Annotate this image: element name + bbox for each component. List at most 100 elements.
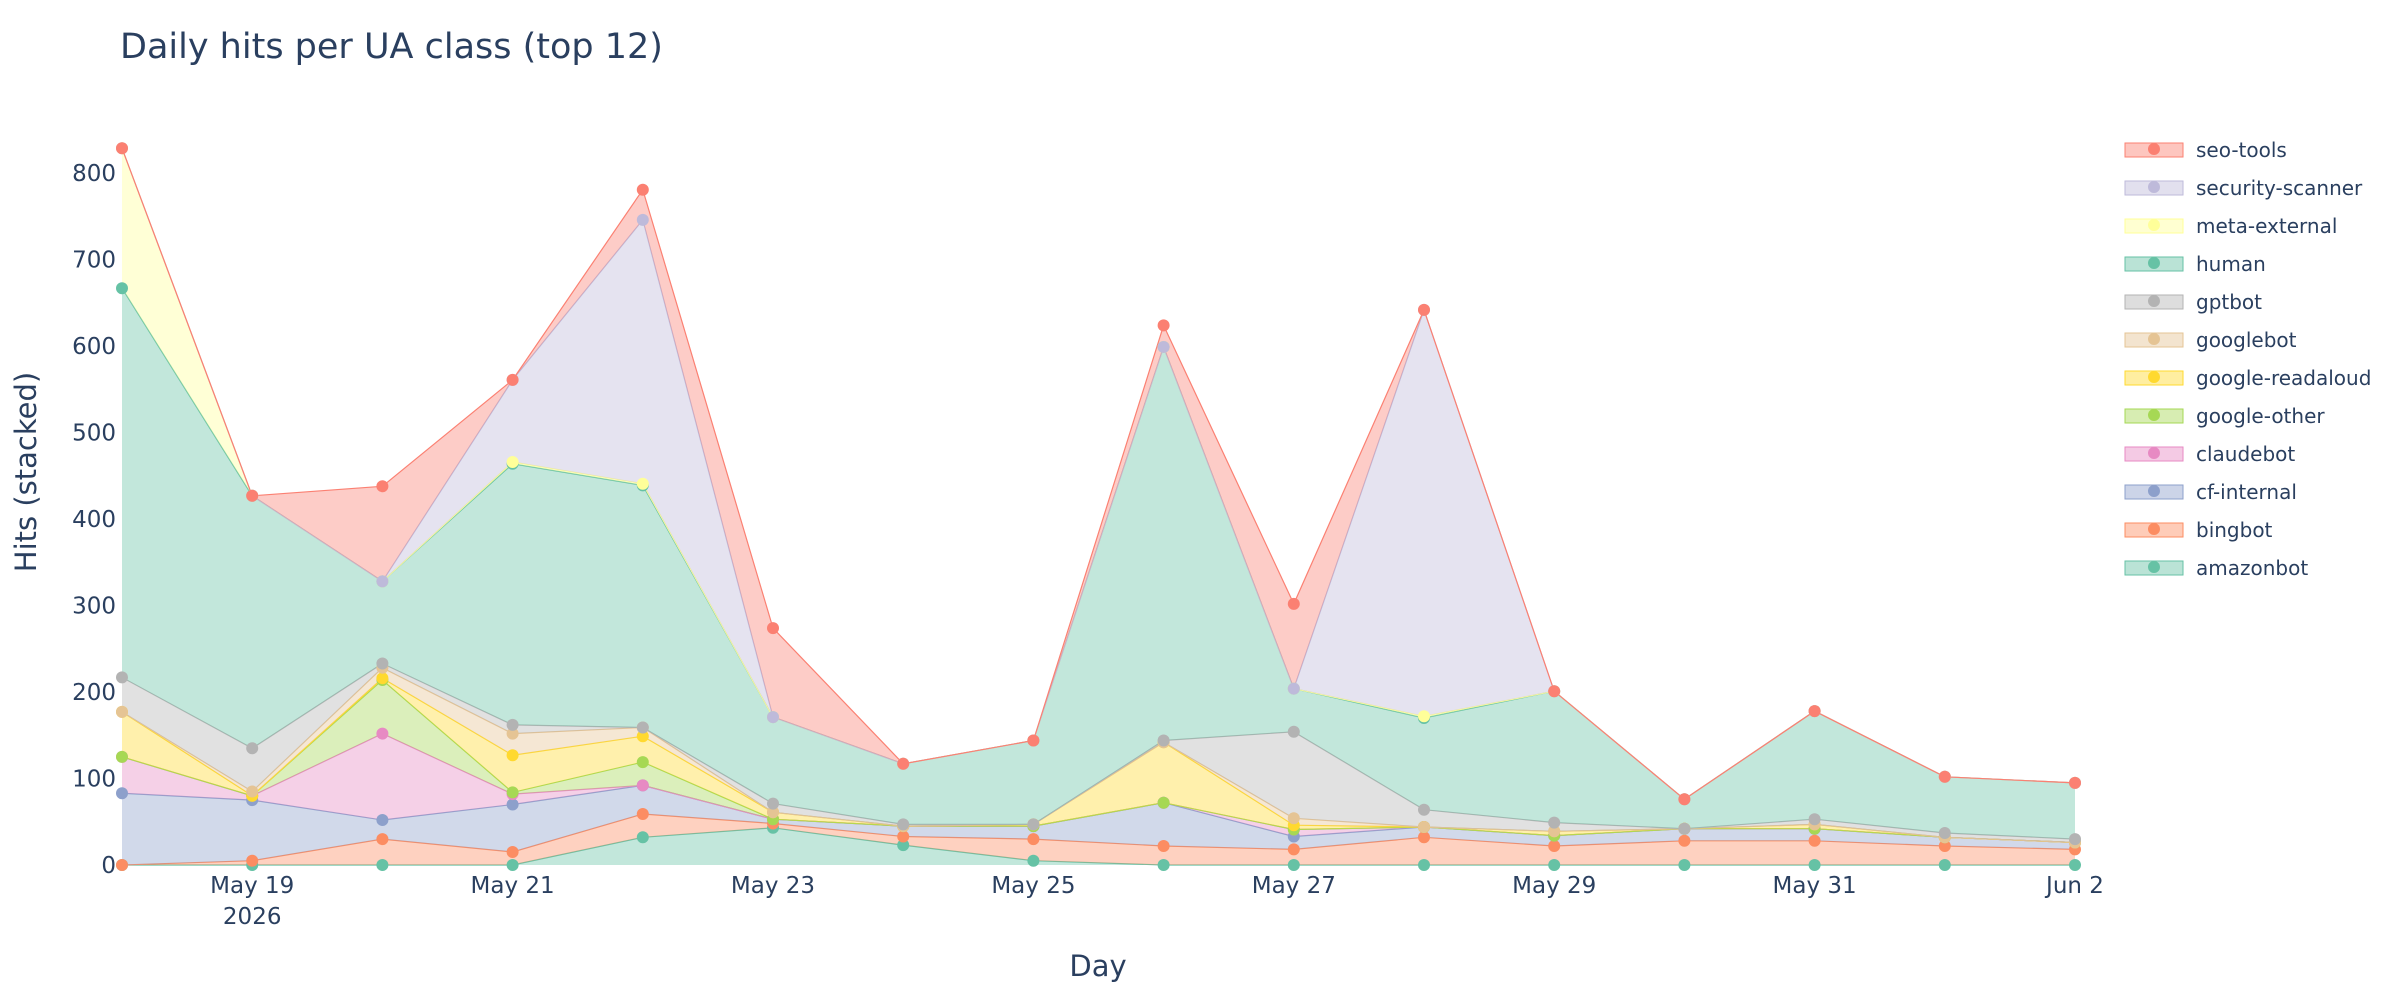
point-cf-internal	[116, 787, 128, 800]
point-security-scanner	[1157, 341, 1170, 353]
point-claudebot	[636, 779, 649, 792]
point-security-scanner	[1287, 682, 1300, 695]
area-bingbot	[122, 814, 2075, 865]
legend-item-human[interactable]: human	[2124, 252, 2266, 276]
legend-item-gptbot[interactable]: gptbot	[2124, 290, 2262, 314]
x-tick-label: May 31	[1773, 873, 1857, 899]
x-tick-sublabel: 2026	[223, 904, 282, 930]
point-seo-tools	[1027, 734, 1040, 747]
point-seo-tools	[636, 183, 649, 196]
legend-label: seo-tools	[2196, 138, 2287, 162]
line-gptbot	[121, 662, 2076, 840]
point-seo-tools	[1418, 303, 1430, 316]
legend-item-meta-external[interactable]: meta-external	[2124, 214, 2337, 238]
point-bingbot	[897, 830, 910, 843]
point-gptbot	[767, 797, 779, 810]
legend-marker	[2148, 143, 2160, 155]
legend-marker	[2148, 409, 2160, 421]
legend-item-googlebot[interactable]: googlebot	[2124, 328, 2297, 352]
point-amazonbot	[1287, 859, 1300, 871]
point-seo-tools	[506, 373, 519, 386]
y-tick-label: 700	[72, 248, 116, 274]
legend-item-amazonbot[interactable]: amazonbot	[2124, 556, 2308, 580]
legend-item-cf-internal[interactable]: cf-internal	[2124, 480, 2297, 504]
point-amazonbot	[636, 831, 649, 844]
point-bingbot	[1418, 831, 1430, 844]
legend-label: google-other	[2196, 404, 2325, 428]
point-gptbot	[1678, 822, 1691, 835]
point-amazonbot	[2069, 859, 2081, 871]
legend-item-google-readaloud[interactable]: google-readaloud	[2124, 366, 2371, 390]
point-google-other	[116, 750, 128, 763]
legend-item-seo-tools[interactable]: seo-tools	[2124, 138, 2287, 162]
point-claudebot	[376, 727, 389, 740]
legend-marker	[2148, 219, 2160, 231]
x-tick-label: May 27	[1252, 873, 1336, 899]
point-amazonbot	[1548, 859, 1561, 871]
point-meta-external	[636, 477, 649, 490]
area-security-scanner	[122, 148, 2075, 800]
area-cf-internal	[122, 785, 2075, 865]
legend-marker	[2148, 371, 2160, 383]
y-tick-label: 600	[72, 334, 116, 360]
point-gptbot	[1027, 818, 1040, 831]
point-seo-tools	[1678, 793, 1691, 806]
point-seo-tools	[897, 757, 910, 770]
legend-label: cf-internal	[2196, 480, 2297, 504]
point-amazonbot	[506, 859, 519, 871]
point-amazonbot	[376, 859, 389, 871]
point-bingbot	[1808, 834, 1821, 847]
data-points	[116, 142, 2081, 871]
point-human	[116, 282, 128, 295]
point-seo-tools	[116, 142, 128, 155]
legend-label: googlebot	[2196, 328, 2297, 352]
point-bingbot	[1287, 843, 1300, 856]
point-cf-internal	[506, 798, 519, 811]
point-googlebot	[1418, 821, 1430, 833]
legend-item-google-other[interactable]: google-other	[2124, 404, 2325, 428]
point-gptbot	[1418, 803, 1430, 816]
point-gptbot	[2069, 833, 2081, 846]
line-seo-tools	[121, 147, 2076, 801]
point-googlebot	[1287, 812, 1300, 825]
x-axis-ticks: May 19 2026 May 21 May 23 May 25 May 27 May 29…	[210, 873, 2104, 930]
point-seo-tools	[1808, 705, 1821, 718]
point-googlebot	[506, 727, 519, 740]
point-bingbot	[116, 859, 128, 871]
point-gptbot	[376, 657, 389, 670]
line-bingbot	[121, 813, 2076, 866]
area-amazonbot	[122, 827, 2075, 865]
legend-label: claudebot	[2196, 442, 2295, 466]
point-googlebot	[1548, 825, 1561, 838]
point-google-other	[636, 756, 649, 769]
point-gptbot	[246, 742, 259, 755]
line-google-other	[121, 679, 2076, 844]
legend-marker	[2148, 561, 2160, 573]
point-security-scanner	[636, 213, 649, 226]
legend-label: security-scanner	[2196, 176, 2363, 200]
x-tick-label: May 23	[731, 873, 815, 899]
y-tick-label: 100	[72, 767, 116, 793]
point-seo-tools	[1938, 770, 1951, 783]
point-amazonbot	[897, 839, 910, 852]
y-axis-title: Hits (stacked)	[9, 372, 43, 572]
x-tick-label: Jun 2	[2044, 873, 2104, 899]
x-axis-title: Day	[1069, 949, 1126, 983]
legend-marker	[2148, 523, 2160, 535]
area-layers	[121, 147, 2076, 866]
x-tick-label: May 21	[471, 873, 555, 899]
point-meta-external	[1418, 710, 1430, 723]
point-google-readaloud	[506, 749, 519, 762]
line-googlebot	[121, 667, 2076, 844]
y-tick-label: 800	[72, 161, 116, 187]
point-bingbot	[1157, 840, 1170, 852]
point-amazonbot	[1157, 859, 1170, 871]
point-seo-tools	[246, 489, 259, 502]
legend-item-security-scanner[interactable]: security-scanner	[2124, 176, 2363, 200]
point-google-other	[506, 786, 519, 799]
legend-item-bingbot[interactable]: bingbot	[2124, 518, 2273, 542]
legend-item-claudebot[interactable]: claudebot	[2124, 442, 2295, 466]
x-tick-label: May 19	[210, 873, 294, 899]
y-tick-label: 400	[72, 507, 116, 533]
